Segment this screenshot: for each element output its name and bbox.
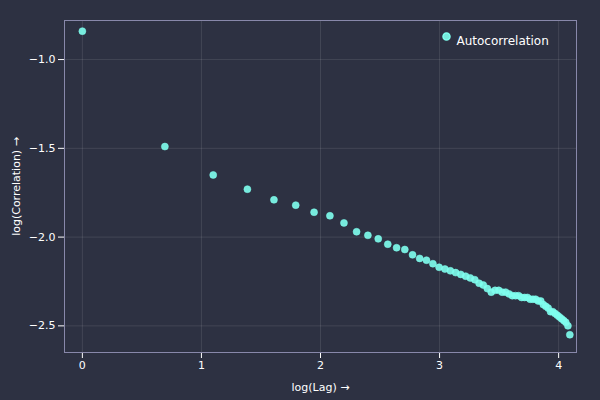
svg-text:log(Lag) →: log(Lag) →: [292, 381, 350, 394]
svg-text:3: 3: [436, 359, 443, 372]
svg-text:2: 2: [317, 359, 324, 372]
svg-text:log(Correlation) →: log(Correlation) →: [10, 137, 23, 236]
svg-text:−1.5: −1.5: [29, 142, 56, 155]
svg-text:−2.5: −2.5: [29, 319, 56, 332]
svg-text:−1.0: −1.0: [29, 53, 56, 66]
svg-text:4: 4: [555, 359, 562, 372]
svg-text:Autocorrelation: Autocorrelation: [457, 34, 549, 48]
svg-text:−2.0: −2.0: [29, 231, 56, 244]
svg-text:1: 1: [198, 359, 205, 372]
svg-text:0: 0: [79, 359, 86, 372]
